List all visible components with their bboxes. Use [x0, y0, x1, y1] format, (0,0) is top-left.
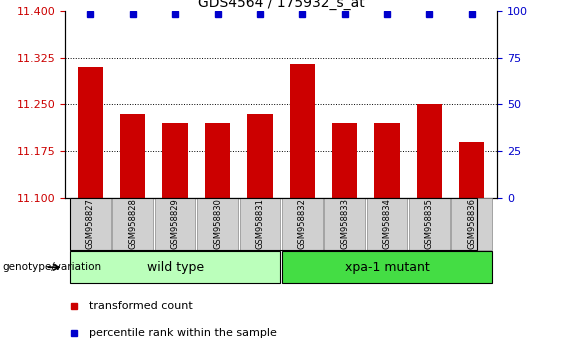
Bar	[70, 198, 111, 250]
Text: GSM958835: GSM958835	[425, 199, 434, 249]
Text: percentile rank within the sample: percentile rank within the sample	[89, 328, 277, 338]
Text: wild type: wild type	[146, 261, 204, 274]
Bar	[205, 123, 231, 198]
Bar	[78, 67, 103, 198]
Text: GSM958828: GSM958828	[128, 199, 137, 249]
Bar	[240, 198, 280, 250]
Text: GSM958831: GSM958831	[255, 199, 264, 249]
Bar	[247, 114, 273, 198]
Text: GSM958830: GSM958830	[213, 199, 222, 249]
Bar	[332, 123, 358, 198]
Bar	[282, 198, 323, 250]
Text: transformed count: transformed count	[89, 301, 193, 311]
Bar	[324, 198, 365, 250]
Text: GSM958833: GSM958833	[340, 198, 349, 250]
Bar	[112, 198, 153, 250]
Text: GSM958836: GSM958836	[467, 198, 476, 250]
Bar	[70, 251, 280, 283]
Text: genotype/variation: genotype/variation	[3, 262, 102, 272]
Bar	[374, 123, 400, 198]
Title: GDS4564 / 175932_s_at: GDS4564 / 175932_s_at	[198, 0, 364, 10]
Text: GSM958832: GSM958832	[298, 199, 307, 249]
Bar	[367, 198, 407, 250]
Bar	[197, 198, 238, 250]
Text: xpa-1 mutant: xpa-1 mutant	[345, 261, 429, 274]
Bar	[451, 198, 492, 250]
Bar	[155, 198, 195, 250]
Text: GSM958829: GSM958829	[171, 199, 180, 249]
Bar	[459, 142, 485, 198]
Bar	[163, 123, 188, 198]
Bar	[282, 251, 492, 283]
Text: GSM958834: GSM958834	[383, 199, 392, 249]
Bar	[120, 114, 145, 198]
Bar	[409, 198, 450, 250]
Bar	[289, 64, 315, 198]
Text: GSM958827: GSM958827	[86, 199, 95, 249]
Bar	[417, 104, 442, 198]
